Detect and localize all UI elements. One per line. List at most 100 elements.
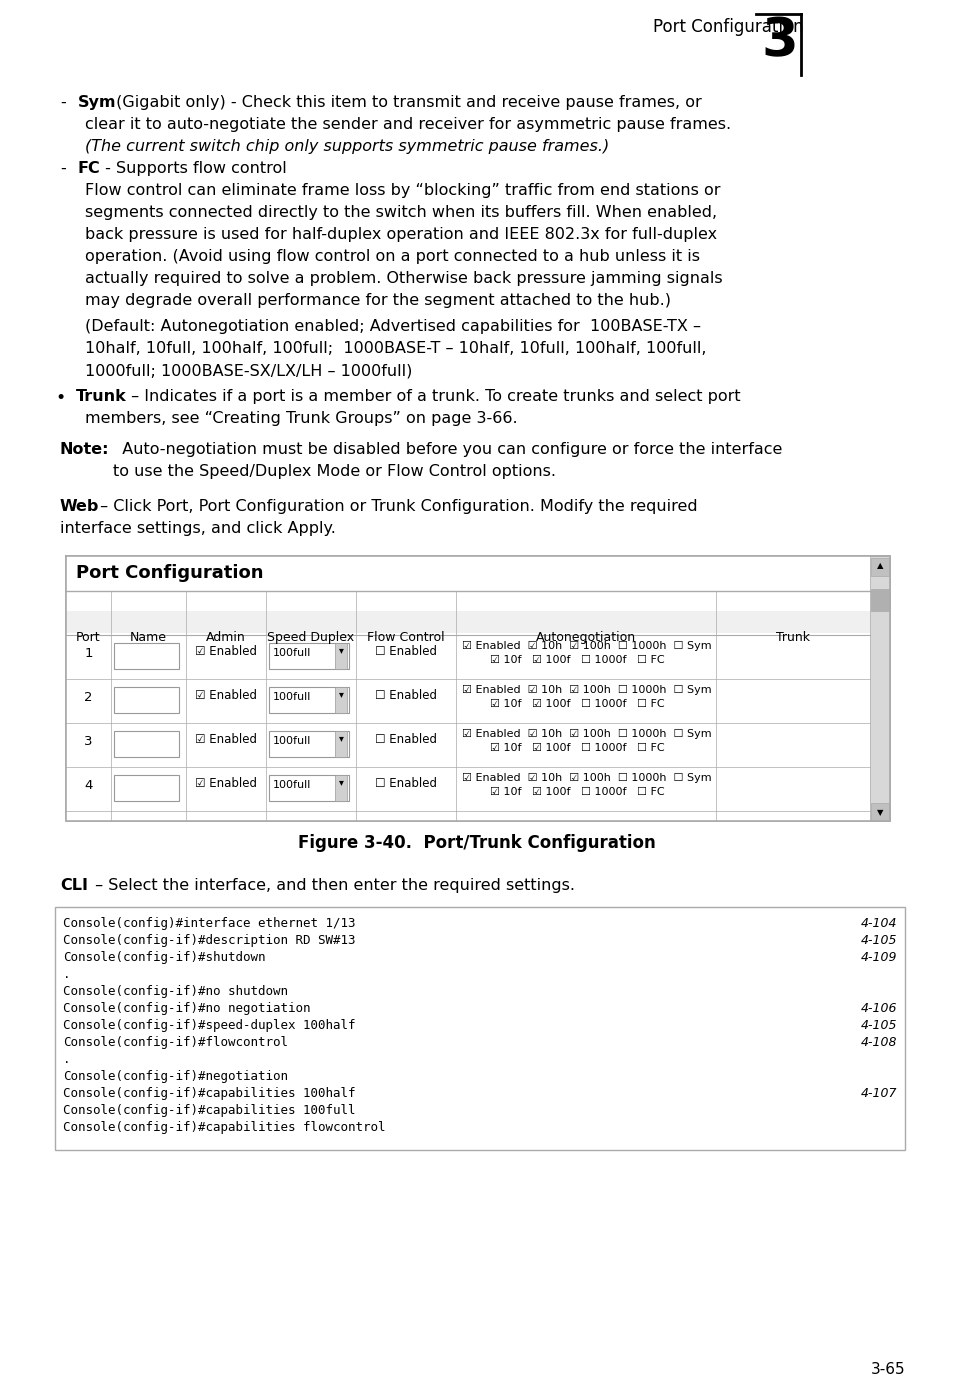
FancyBboxPatch shape — [113, 776, 179, 801]
Text: ▲: ▲ — [876, 561, 882, 569]
Text: Console(config-if)#shutdown: Console(config-if)#shutdown — [63, 951, 265, 963]
FancyBboxPatch shape — [870, 804, 888, 822]
Text: Trunk: Trunk — [76, 389, 127, 404]
Text: ☑ Enabled  ☑ 10h  ☑ 100h  ☐ 1000h  ☐ Sym: ☑ Enabled ☑ 10h ☑ 100h ☐ 1000h ☐ Sym — [461, 686, 711, 695]
FancyBboxPatch shape — [269, 731, 349, 758]
Text: to use the Speed/Duplex Mode or Flow Control options.: to use the Speed/Duplex Mode or Flow Con… — [112, 464, 556, 479]
Text: ▾: ▾ — [338, 690, 343, 700]
Text: Console(config-if)#no negotiation: Console(config-if)#no negotiation — [63, 1002, 310, 1015]
FancyBboxPatch shape — [113, 731, 179, 758]
Text: •: • — [55, 389, 65, 407]
Text: Sym: Sym — [78, 94, 116, 110]
Text: ☑ 10f   ☑ 100f   ☐ 1000f   ☐ FC: ☑ 10f ☑ 100f ☐ 1000f ☐ FC — [490, 787, 664, 797]
FancyBboxPatch shape — [335, 776, 347, 801]
Text: 4-109: 4-109 — [860, 951, 896, 963]
Text: Console(config-if)#flowcontrol: Console(config-if)#flowcontrol — [63, 1035, 288, 1049]
Text: 10half, 10full, 100half, 100full;  1000BASE-T – 10half, 10full, 100half, 100full: 10half, 10full, 100half, 100full; 1000BA… — [85, 341, 706, 355]
Text: ☑ Enabled: ☑ Enabled — [194, 733, 256, 747]
Text: – Indicates if a port is a member of a trunk. To create trunks and select port: – Indicates if a port is a member of a t… — [126, 389, 740, 404]
Text: Note:: Note: — [60, 441, 110, 457]
Text: 4-108: 4-108 — [860, 1035, 896, 1049]
Text: FC: FC — [78, 161, 101, 176]
Text: 100full: 100full — [273, 736, 311, 747]
Text: clear it to auto-negotiate the sender and receiver for asymmetric pause frames.: clear it to auto-negotiate the sender an… — [85, 117, 730, 132]
FancyBboxPatch shape — [870, 558, 888, 576]
Text: may degrade overall performance for the segment attached to the hub.): may degrade overall performance for the … — [85, 293, 670, 308]
Text: ☐ Enabled: ☐ Enabled — [375, 645, 436, 658]
Text: -: - — [60, 94, 66, 110]
Text: 4-105: 4-105 — [860, 934, 896, 947]
Text: ▾: ▾ — [338, 645, 343, 655]
Text: back pressure is used for half-duplex operation and IEEE 802.3x for full-duplex: back pressure is used for half-duplex op… — [85, 228, 717, 242]
FancyBboxPatch shape — [113, 687, 179, 713]
Text: Figure 3-40.  Port/Trunk Configuration: Figure 3-40. Port/Trunk Configuration — [297, 834, 656, 852]
Text: 100full: 100full — [273, 648, 311, 658]
Text: ☐ Enabled: ☐ Enabled — [375, 777, 436, 790]
Text: 4-104: 4-104 — [860, 917, 896, 930]
FancyBboxPatch shape — [335, 731, 347, 758]
Text: ☐ Enabled: ☐ Enabled — [375, 733, 436, 747]
Text: Console(config-if)#capabilities 100full: Console(config-if)#capabilities 100full — [63, 1103, 355, 1117]
Text: Console(config-if)#description RD SW#13: Console(config-if)#description RD SW#13 — [63, 934, 355, 947]
FancyBboxPatch shape — [870, 589, 888, 611]
Text: Port Configuration: Port Configuration — [652, 18, 802, 36]
Text: operation. (Avoid using flow control on a port connected to a hub unless it is: operation. (Avoid using flow control on … — [85, 248, 700, 264]
Text: ☑ 10f   ☑ 100f   ☐ 1000f   ☐ FC: ☑ 10f ☑ 100f ☐ 1000f ☐ FC — [490, 743, 664, 754]
Text: Trunk: Trunk — [775, 632, 809, 644]
FancyBboxPatch shape — [269, 643, 349, 669]
Text: Console(config-if)#no shutdown: Console(config-if)#no shutdown — [63, 985, 288, 998]
Text: 4-107: 4-107 — [860, 1087, 896, 1099]
Text: 4: 4 — [84, 779, 92, 793]
Text: Console(config-if)#capabilities 100half: Console(config-if)#capabilities 100half — [63, 1087, 355, 1099]
Text: 3-65: 3-65 — [869, 1362, 904, 1377]
Text: Name: Name — [130, 632, 167, 644]
Text: Port: Port — [76, 632, 101, 644]
Text: (The current switch chip only supports symmetric pause frames.): (The current switch chip only supports s… — [85, 139, 609, 154]
Text: ☑ Enabled  ☑ 10h  ☑ 100h  ☐ 1000h  ☐ Sym: ☑ Enabled ☑ 10h ☑ 100h ☐ 1000h ☐ Sym — [461, 773, 711, 783]
Text: 100full: 100full — [273, 693, 311, 702]
Text: Autonegotiation: Autonegotiation — [536, 632, 636, 644]
Text: 2: 2 — [84, 691, 92, 704]
FancyBboxPatch shape — [66, 557, 869, 822]
Text: ▾: ▾ — [338, 777, 343, 787]
Text: Console(config)#interface ethernet 1/13: Console(config)#interface ethernet 1/13 — [63, 917, 355, 930]
Text: 3: 3 — [84, 736, 92, 748]
Text: 4-105: 4-105 — [860, 1019, 896, 1031]
Text: Port Configuration: Port Configuration — [76, 564, 263, 582]
Text: 1000full; 1000BASE-SX/LX/LH – 1000full): 1000full; 1000BASE-SX/LX/LH – 1000full) — [85, 364, 412, 378]
Text: (Gigabit only) - Check this item to transmit and receive pause frames, or: (Gigabit only) - Check this item to tran… — [111, 94, 701, 110]
Text: – Select the interface, and then enter the required settings.: – Select the interface, and then enter t… — [90, 879, 575, 894]
Text: 3: 3 — [760, 15, 797, 67]
Text: ☑ Enabled  ☑ 10h  ☑ 100h  ☐ 1000h  ☐ Sym: ☑ Enabled ☑ 10h ☑ 100h ☐ 1000h ☐ Sym — [461, 641, 711, 651]
Text: ☐ Enabled: ☐ Enabled — [375, 690, 436, 702]
Text: interface settings, and click Apply.: interface settings, and click Apply. — [60, 520, 335, 536]
FancyBboxPatch shape — [66, 611, 869, 633]
Text: .: . — [63, 1053, 71, 1066]
Text: Flow Control: Flow Control — [367, 632, 444, 644]
Text: Speed Duplex: Speed Duplex — [267, 632, 355, 644]
Text: segments connected directly to the switch when its buffers fill. When enabled,: segments connected directly to the switc… — [85, 205, 717, 221]
Text: 100full: 100full — [273, 780, 311, 790]
Text: ▾: ▾ — [338, 733, 343, 743]
Text: – Click Port, Port Configuration or Trunk Configuration. Modify the required: – Click Port, Port Configuration or Trun… — [95, 500, 697, 514]
FancyBboxPatch shape — [335, 643, 347, 669]
Text: CLI: CLI — [60, 879, 88, 894]
Text: - Supports flow control: - Supports flow control — [100, 161, 287, 176]
Text: 1: 1 — [84, 647, 92, 661]
Text: ☑ 10f   ☑ 100f   ☐ 1000f   ☐ FC: ☑ 10f ☑ 100f ☐ 1000f ☐ FC — [490, 700, 664, 709]
FancyBboxPatch shape — [269, 776, 349, 801]
Text: actually required to solve a problem. Otherwise back pressure jamming signals: actually required to solve a problem. Ot… — [85, 271, 721, 286]
FancyBboxPatch shape — [335, 687, 347, 713]
Text: Web: Web — [60, 500, 99, 514]
Text: Console(config-if)#negotiation: Console(config-if)#negotiation — [63, 1070, 288, 1083]
Text: Console(config-if)#capabilities flowcontrol: Console(config-if)#capabilities flowcont… — [63, 1120, 385, 1134]
Text: Flow control can eliminate frame loss by “blocking” traffic from end stations or: Flow control can eliminate frame loss by… — [85, 183, 720, 198]
Text: Console(config-if)#speed-duplex 100half: Console(config-if)#speed-duplex 100half — [63, 1019, 355, 1031]
Text: members, see “Creating Trunk Groups” on page 3-66.: members, see “Creating Trunk Groups” on … — [85, 411, 517, 426]
Text: Auto-negotiation must be disabled before you can configure or force the interfac: Auto-negotiation must be disabled before… — [112, 441, 781, 457]
Text: Admin: Admin — [206, 632, 246, 644]
Text: ☑ Enabled: ☑ Enabled — [194, 690, 256, 702]
FancyBboxPatch shape — [269, 687, 349, 713]
Text: ☑ Enabled: ☑ Enabled — [194, 777, 256, 790]
Text: 4-106: 4-106 — [860, 1002, 896, 1015]
